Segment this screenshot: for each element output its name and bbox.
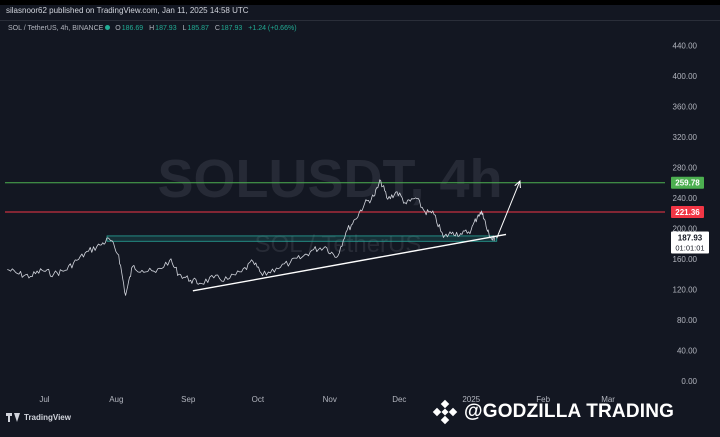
y-axis-tick-label: 80.00 — [677, 316, 698, 325]
legend-close-label: C — [214, 25, 220, 32]
y-axis-tick-label: 320.00 — [673, 133, 698, 142]
watermark-subtitle: SOL / TetherUS — [255, 231, 422, 258]
legend-high-value: 187.93 — [155, 25, 177, 32]
x-axis-tick-label: Jul — [39, 395, 49, 404]
legend-low-label: L — [182, 25, 187, 32]
y-axis-tick-label: 360.00 — [673, 102, 698, 111]
author-branding: @GODZILLA TRADING — [432, 399, 674, 425]
bar-countdown: 01:01:01 — [675, 244, 704, 253]
ascending-trendline[interactable] — [192, 233, 507, 292]
y-axis-tick-label: 160.00 — [673, 255, 698, 264]
y-axis-tick-label: 240.00 — [673, 194, 698, 203]
y-axis-tick-label: 400.00 — [673, 72, 698, 81]
publisher-line: silasnoor62 published on TradingView.com… — [6, 6, 249, 15]
legend-low-value: 185.87 — [187, 25, 209, 32]
x-axis-tick-label: Aug — [109, 395, 123, 404]
legend-close-value: 187.93 — [220, 25, 243, 32]
tradingview-logo-icon — [6, 413, 20, 422]
level-tag-0 — [671, 176, 704, 189]
tradingview-logo-text: TradingView — [24, 413, 71, 422]
legend: SOL / TetherUS, 4h, BINANCE O186.69 H187… — [8, 25, 301, 32]
watermark-title: SOLUSDT, 4h — [157, 149, 502, 209]
y-axis-tick-label: 120.00 — [673, 285, 698, 294]
price-line[interactable] — [7, 179, 495, 296]
x-axis-tick-label: Dec — [392, 395, 406, 404]
chart-frame — [0, 5, 720, 437]
x-axis-tick-label: Mar — [601, 395, 615, 404]
legend-symbol: SOL / TetherUS, 4h, BINANCE — [8, 25, 104, 32]
x-axis-tick-label: Nov — [323, 395, 337, 404]
author-handle: @GODZILLA TRADING — [464, 401, 675, 422]
x-axis-tick-label: Sep — [181, 395, 196, 404]
current-price-value: 187.93 — [678, 234, 703, 243]
legend-change: +1.24 (+0.66%) — [248, 25, 297, 32]
legend-high-label: H — [149, 25, 155, 32]
projection-arrow[interactable] — [496, 180, 521, 239]
legend-open-value: 186.69 — [121, 25, 144, 32]
x-axis-tick-label: Feb — [536, 395, 550, 404]
support-zone[interactable] — [106, 235, 498, 242]
y-axis-tick-label: 280.00 — [673, 163, 698, 172]
y-axis-tick-label: 440.00 — [673, 41, 698, 50]
current-price-tag — [671, 231, 709, 254]
y-axis-tick-label: 40.00 — [677, 346, 698, 355]
header-divider — [0, 20, 720, 21]
x-axis-tick-label: 2025 — [462, 395, 480, 404]
legend-open-label: O — [115, 25, 121, 32]
level-tag-label: 221.36 — [675, 208, 700, 217]
y-axis-tick-label: 0.00 — [681, 377, 697, 386]
tradingview-logo[interactable]: TradingView — [6, 413, 71, 422]
binance-diamond-icon — [432, 399, 458, 425]
level-tag-label: 259.78 — [675, 179, 700, 188]
x-axis-tick-label: Oct — [252, 395, 265, 404]
market-status-dot — [105, 25, 111, 30]
y-axis-tick-label: 200.00 — [673, 224, 698, 233]
projection-arrow-head — [514, 179, 521, 189]
level-tag-1 — [671, 206, 704, 219]
